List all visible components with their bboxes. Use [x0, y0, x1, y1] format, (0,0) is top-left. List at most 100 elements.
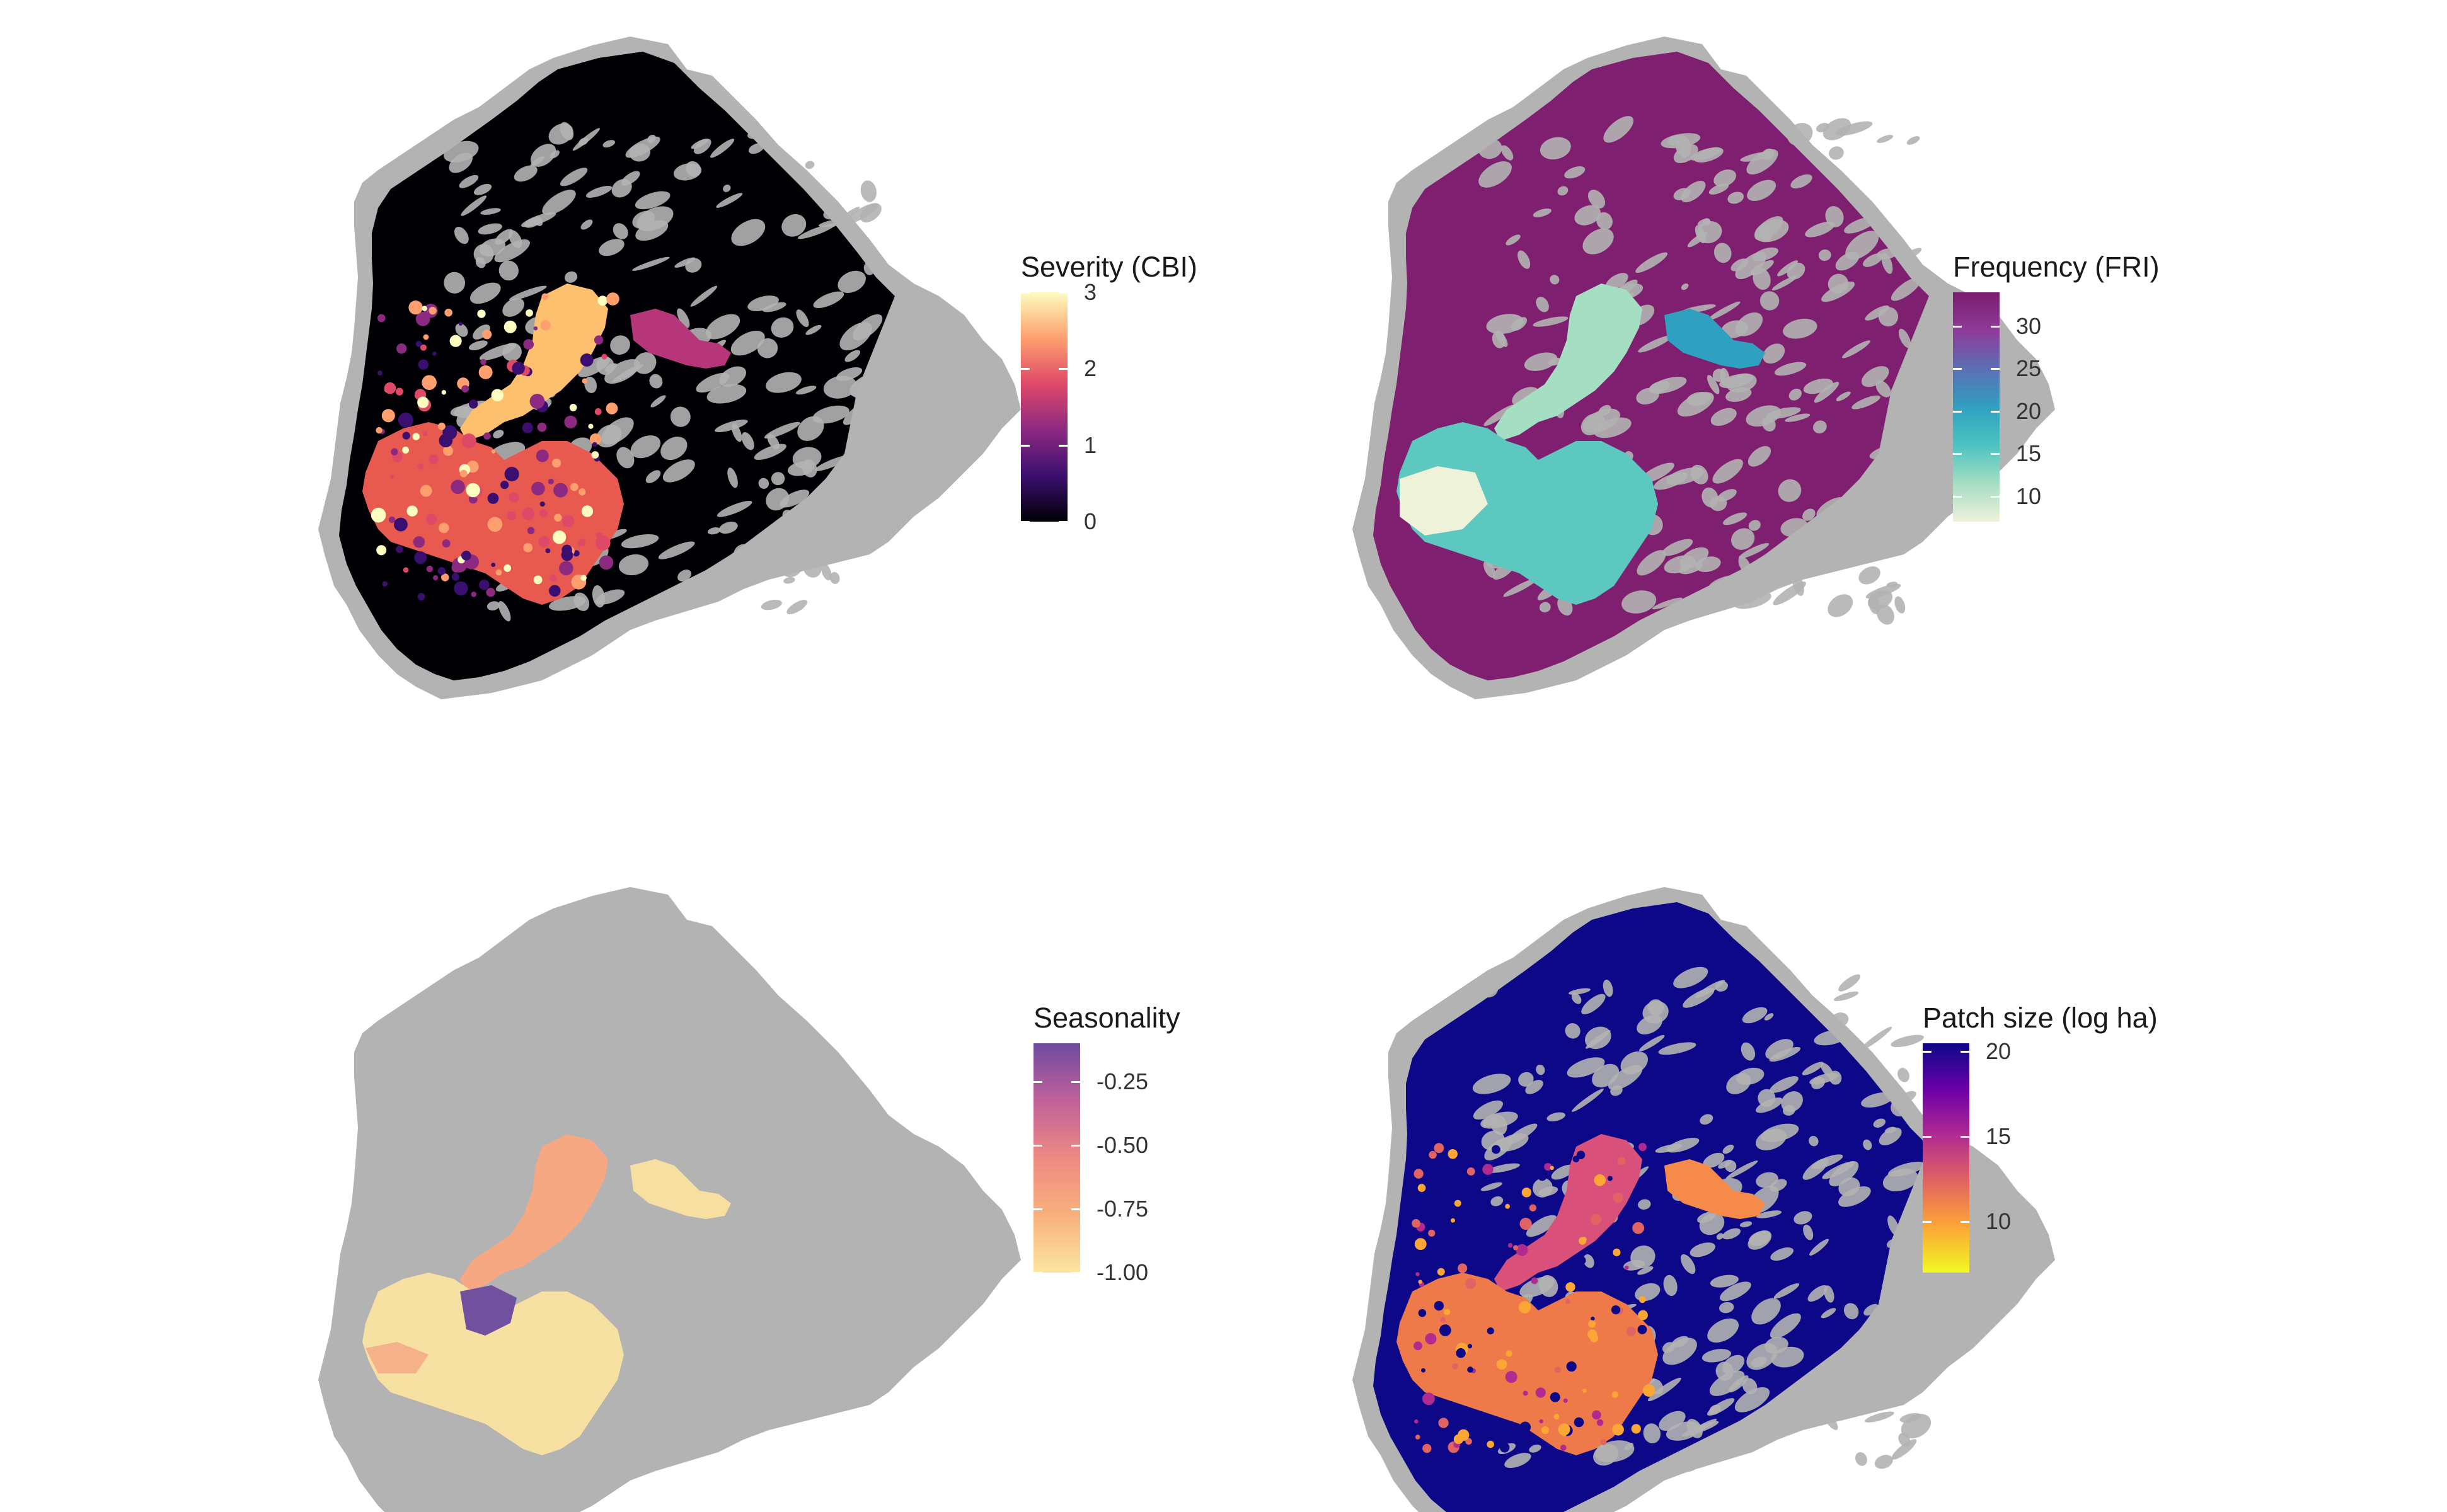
unburned-patch	[645, 470, 661, 483]
severity-pixel	[523, 339, 534, 350]
patch-pixel	[1594, 1174, 1606, 1186]
unburned-patch	[860, 180, 877, 202]
frequency-legend: Frequency (FRI) 30 25 20 15 10	[1953, 251, 2160, 534]
unburned-patch	[493, 430, 504, 438]
severity-pixel	[578, 539, 586, 547]
unburned-patch	[747, 295, 779, 312]
unburned-patch	[1529, 1445, 1541, 1453]
legend-tick-mark	[1071, 1144, 1080, 1147]
unburned-patch	[1497, 1133, 1529, 1152]
unburned-patch	[1517, 250, 1531, 269]
unburned-patch	[1673, 188, 1691, 200]
unburned-patch	[805, 324, 822, 335]
unburned-patch	[1887, 1215, 1900, 1237]
unburned-patch	[1478, 139, 1502, 159]
unburned-patch	[634, 352, 657, 374]
unburned-patch	[812, 405, 849, 424]
unburned-patch	[1647, 1377, 1681, 1402]
unburned-patch	[677, 308, 690, 328]
unburned-patch	[1897, 1068, 1909, 1082]
unburned-patch	[1695, 980, 1725, 999]
severity-pixel	[597, 295, 608, 306]
unburned-patch	[1884, 1126, 1897, 1133]
severity-pixel	[433, 575, 439, 581]
unburned-patch	[1901, 1414, 1932, 1439]
fire-east	[630, 309, 731, 369]
fire-south	[1396, 422, 1658, 605]
unburned-patch	[840, 491, 862, 512]
unburned-patch	[1846, 1370, 1858, 1378]
unburned-patch	[443, 140, 479, 163]
unburned-patch	[1519, 1276, 1555, 1298]
severity-pixel	[402, 446, 410, 454]
patch-pixel	[1434, 1300, 1444, 1311]
unburned-patch	[1863, 1139, 1872, 1150]
severity-pixel	[538, 536, 550, 548]
legend-tick-label: 10	[1986, 1208, 2012, 1235]
unburned-patch	[1551, 1164, 1575, 1180]
unburned-patch	[1571, 993, 1582, 1004]
patch-pixel	[1435, 1401, 1448, 1414]
unburned-patch	[1850, 508, 1887, 529]
unburned-patch	[1759, 222, 1773, 242]
legend-tick-mark	[1991, 453, 2000, 455]
unburned-patch	[756, 547, 783, 571]
unburned-patch	[803, 557, 822, 578]
unburned-patch	[632, 256, 670, 271]
fire-east	[630, 1159, 731, 1219]
unburned-patch	[1838, 1186, 1871, 1207]
fire-east	[1664, 309, 1765, 369]
severity-pixel	[396, 343, 407, 354]
unburned-patch	[1788, 388, 1802, 401]
unburned-patch	[1638, 1199, 1651, 1210]
patch-pixel	[1638, 1143, 1647, 1152]
unburned-patch	[1747, 446, 1771, 467]
unburned-patch	[1812, 420, 1827, 433]
unburned-patch	[1707, 301, 1741, 321]
severity-pixel	[420, 344, 427, 351]
unburned-patch	[1802, 508, 1816, 521]
patch-size-legend-colorbar	[1923, 1043, 1969, 1273]
unburned-patch	[1697, 1211, 1716, 1223]
patch-pixel	[1596, 1419, 1604, 1426]
severity-pixel	[423, 334, 429, 340]
unburned-patch	[1727, 192, 1744, 204]
legend-tick-mark	[1923, 1051, 1932, 1053]
unburned-patch	[1490, 1196, 1504, 1206]
unburned-patch	[580, 219, 593, 230]
unburned-patch	[1658, 1042, 1696, 1055]
unburned-patch	[731, 219, 766, 246]
unburned-patch	[1546, 1112, 1565, 1121]
unburned-patch	[1638, 335, 1672, 353]
unburned-patch	[849, 459, 884, 477]
unburned-patch	[1875, 381, 1891, 398]
unburned-patch	[1620, 1051, 1649, 1075]
unburned-patch	[1807, 1285, 1828, 1302]
unburned-patch	[849, 377, 882, 399]
patch-pixel	[1600, 1439, 1607, 1445]
unburned-patch	[1712, 459, 1743, 484]
unburned-patch	[1898, 248, 1922, 262]
severity-pixel	[398, 412, 413, 428]
severity-pixel	[551, 458, 561, 468]
unburned-patch	[616, 447, 635, 469]
unburned-patch	[1829, 1070, 1842, 1085]
unburned-patch	[1818, 249, 1831, 261]
unburned-patch	[813, 291, 844, 309]
unburned-patch	[1643, 1423, 1661, 1444]
unburned-patch	[1816, 123, 1830, 133]
unburned-patch	[524, 217, 542, 228]
seasonality-legend-colorbar	[1033, 1043, 1080, 1273]
unburned-patch	[1841, 340, 1870, 358]
unburned-patch	[1710, 1274, 1739, 1288]
unburned-patch	[478, 223, 502, 235]
unburned-patch	[858, 402, 867, 410]
unburned-patch	[705, 314, 740, 340]
unburned-patch	[716, 193, 743, 208]
legend-tick-label: 0	[1084, 508, 1097, 534]
patch-pixel	[1539, 1419, 1543, 1424]
unburned-patch	[1585, 1026, 1611, 1050]
severity-pixel	[596, 532, 603, 539]
patch-pixel	[1519, 1421, 1531, 1433]
unburned-patch	[1533, 208, 1552, 217]
